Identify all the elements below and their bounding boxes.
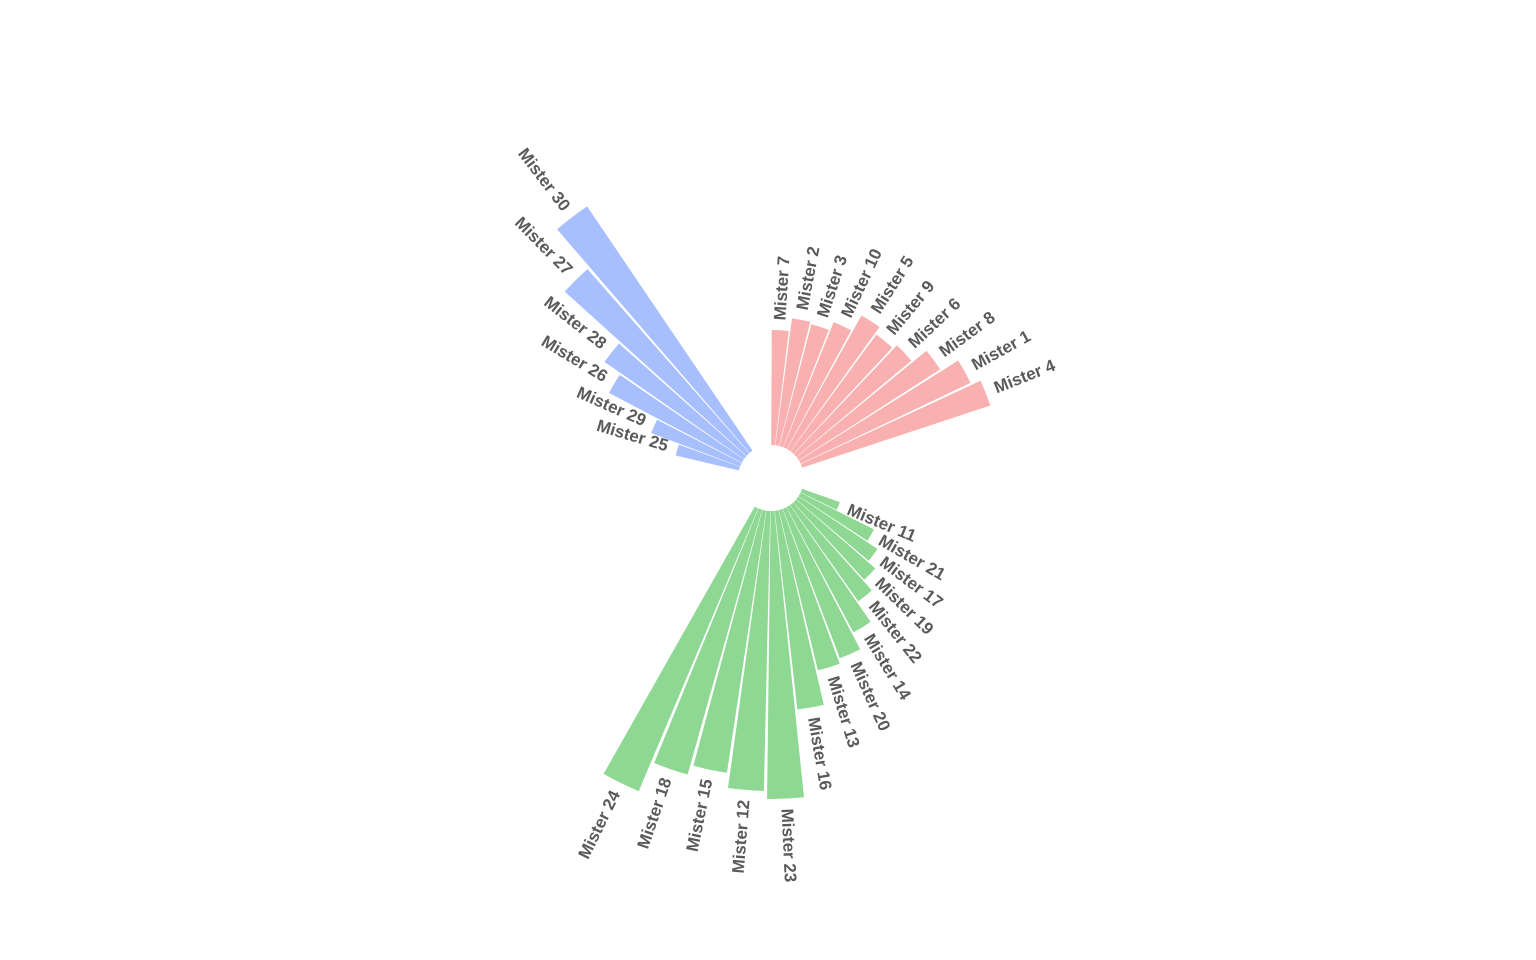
bar-mister-18 — [654, 508, 763, 775]
bar-mister-23 — [767, 510, 804, 799]
bar-mister-29 — [651, 419, 742, 467]
bar-label-mister-15: Mister 15 — [683, 777, 717, 853]
bar-mister-4 — [800, 380, 991, 468]
bar-label-mister-12: Mister 12 — [729, 799, 754, 874]
bar-mister-8 — [796, 350, 941, 461]
bar-mister-22 — [790, 502, 872, 602]
bar-mister-12 — [727, 510, 771, 791]
bar-mister-21 — [798, 492, 874, 541]
bar-label-mister-4: Mister 4 — [991, 356, 1058, 398]
bar-mister-24 — [603, 506, 759, 792]
bar-mister-16 — [774, 510, 824, 710]
bar-mister-30 — [557, 206, 753, 453]
bar-mister-6 — [793, 345, 912, 457]
bar-mister-14 — [786, 505, 871, 633]
bar-mister-7 — [771, 330, 789, 446]
bars-layer — [557, 206, 991, 799]
bar-mister-25 — [675, 444, 740, 471]
bar-mister-20 — [782, 507, 861, 659]
bar-mister-15 — [693, 509, 767, 773]
bar-label-mister-23: Mister 23 — [778, 808, 800, 882]
bar-mister-5 — [787, 315, 880, 452]
bar-mister-1 — [798, 360, 971, 464]
bar-mister-11 — [800, 488, 840, 510]
bar-mister-19 — [793, 499, 876, 580]
bar-label-mister-16: Mister 16 — [804, 716, 835, 792]
bar-label-mister-30: Mister 30 — [514, 145, 574, 215]
bar-mister-17 — [796, 496, 878, 561]
bar-label-mister-24: Mister 24 — [574, 787, 624, 862]
bar-mister-2 — [775, 318, 811, 446]
bar-mister-13 — [778, 508, 840, 671]
bar-mister-10 — [783, 322, 852, 449]
bar-mister-3 — [779, 324, 829, 448]
bar-mister-27 — [564, 269, 750, 456]
bar-label-mister-7: Mister 7 — [770, 256, 793, 321]
bar-mister-9 — [790, 334, 893, 454]
bar-mister-26 — [608, 374, 744, 463]
bar-mister-28 — [604, 343, 747, 460]
